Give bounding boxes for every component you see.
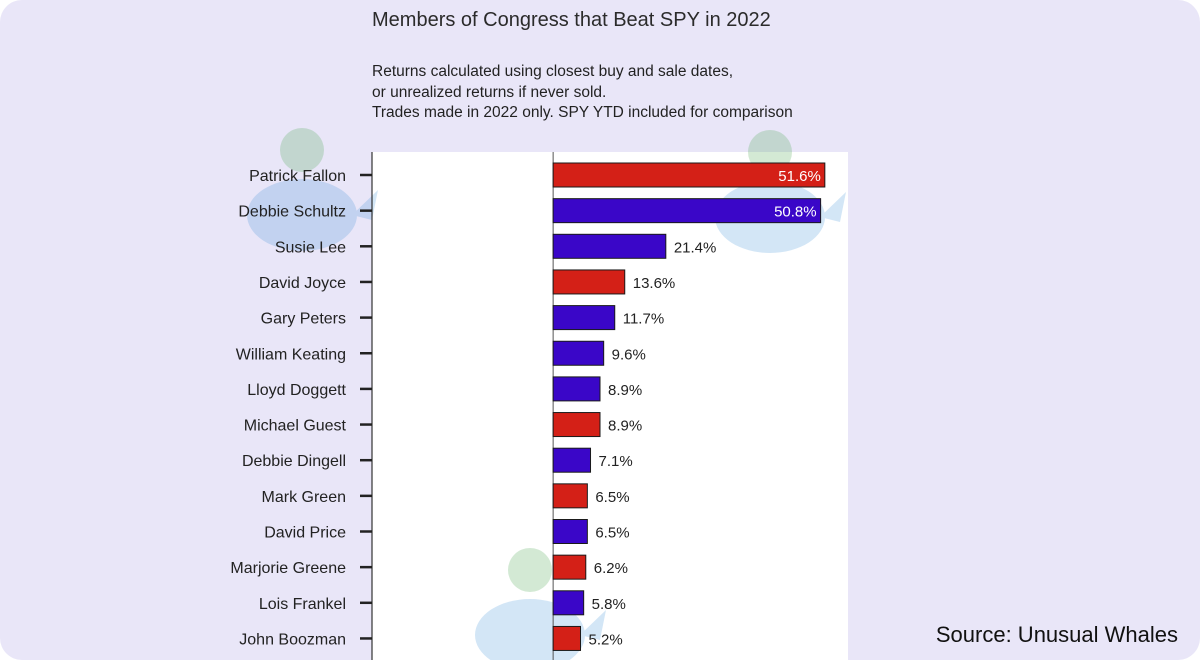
data-label: 6.5% [595, 489, 629, 506]
chart-title: Members of Congress that Beat SPY in 202… [372, 9, 771, 31]
bar [552, 625, 582, 651]
chart-subtitle: Returns calculated using closest buy and… [372, 62, 793, 124]
bar [552, 447, 592, 473]
bar [552, 269, 626, 295]
data-label: 5.8% [592, 596, 626, 613]
data-label: 13.6% [633, 275, 676, 292]
subtitle-line: Returns calculated using closest buy and… [372, 63, 734, 80]
y-tick-label: William Keating [236, 346, 346, 363]
y-tick-label: Susie Lee [275, 239, 346, 256]
bar [552, 554, 587, 580]
bar [552, 519, 588, 544]
data-label: 6.2% [594, 560, 628, 577]
y-tick-label: Mark Green [262, 489, 346, 506]
bar [552, 198, 822, 224]
data-label: 6.5% [595, 525, 629, 542]
y-tick-label: Gary Peters [261, 311, 346, 328]
data-label: 5.2% [589, 631, 623, 648]
bar [552, 483, 588, 509]
y-tick-label: John Boozman [239, 631, 346, 648]
y-tick-label: Patrick Fallon [249, 168, 346, 185]
data-label: 7.1% [599, 453, 633, 470]
subtitle-line: Trades made in 2022 only. SPY YTD includ… [372, 104, 793, 121]
y-tick-label: Debbie Dingell [242, 453, 346, 470]
y-tick-label: Lloyd Doggett [247, 382, 346, 399]
y-tick-label: Debbie Schultz [238, 204, 346, 221]
y-tick-label: David Joyce [259, 275, 346, 292]
bar [552, 233, 667, 259]
bar [552, 305, 616, 331]
data-label: 8.9% [608, 382, 642, 399]
y-tick-label: Michael Guest [244, 418, 347, 435]
bar [552, 340, 605, 366]
data-label: 8.9% [608, 418, 642, 435]
y-tick-label: Marjorie Greene [230, 560, 346, 577]
data-label: 51.6% [778, 168, 821, 185]
subtitle-line: or unrealized returns if never sold. [372, 83, 607, 101]
bar [552, 162, 826, 188]
bar [552, 412, 601, 438]
bar [552, 590, 585, 616]
y-tick-label: David Price [264, 525, 346, 542]
data-label: 11.7% [623, 311, 664, 328]
data-label: 9.6% [612, 346, 646, 363]
bar [552, 376, 601, 402]
source-label: Source: Unusual Whales [935, 622, 1178, 647]
data-label: 21.4% [674, 239, 717, 256]
data-label: 50.8% [774, 204, 817, 221]
y-tick-label: Lois Frankel [259, 596, 346, 613]
